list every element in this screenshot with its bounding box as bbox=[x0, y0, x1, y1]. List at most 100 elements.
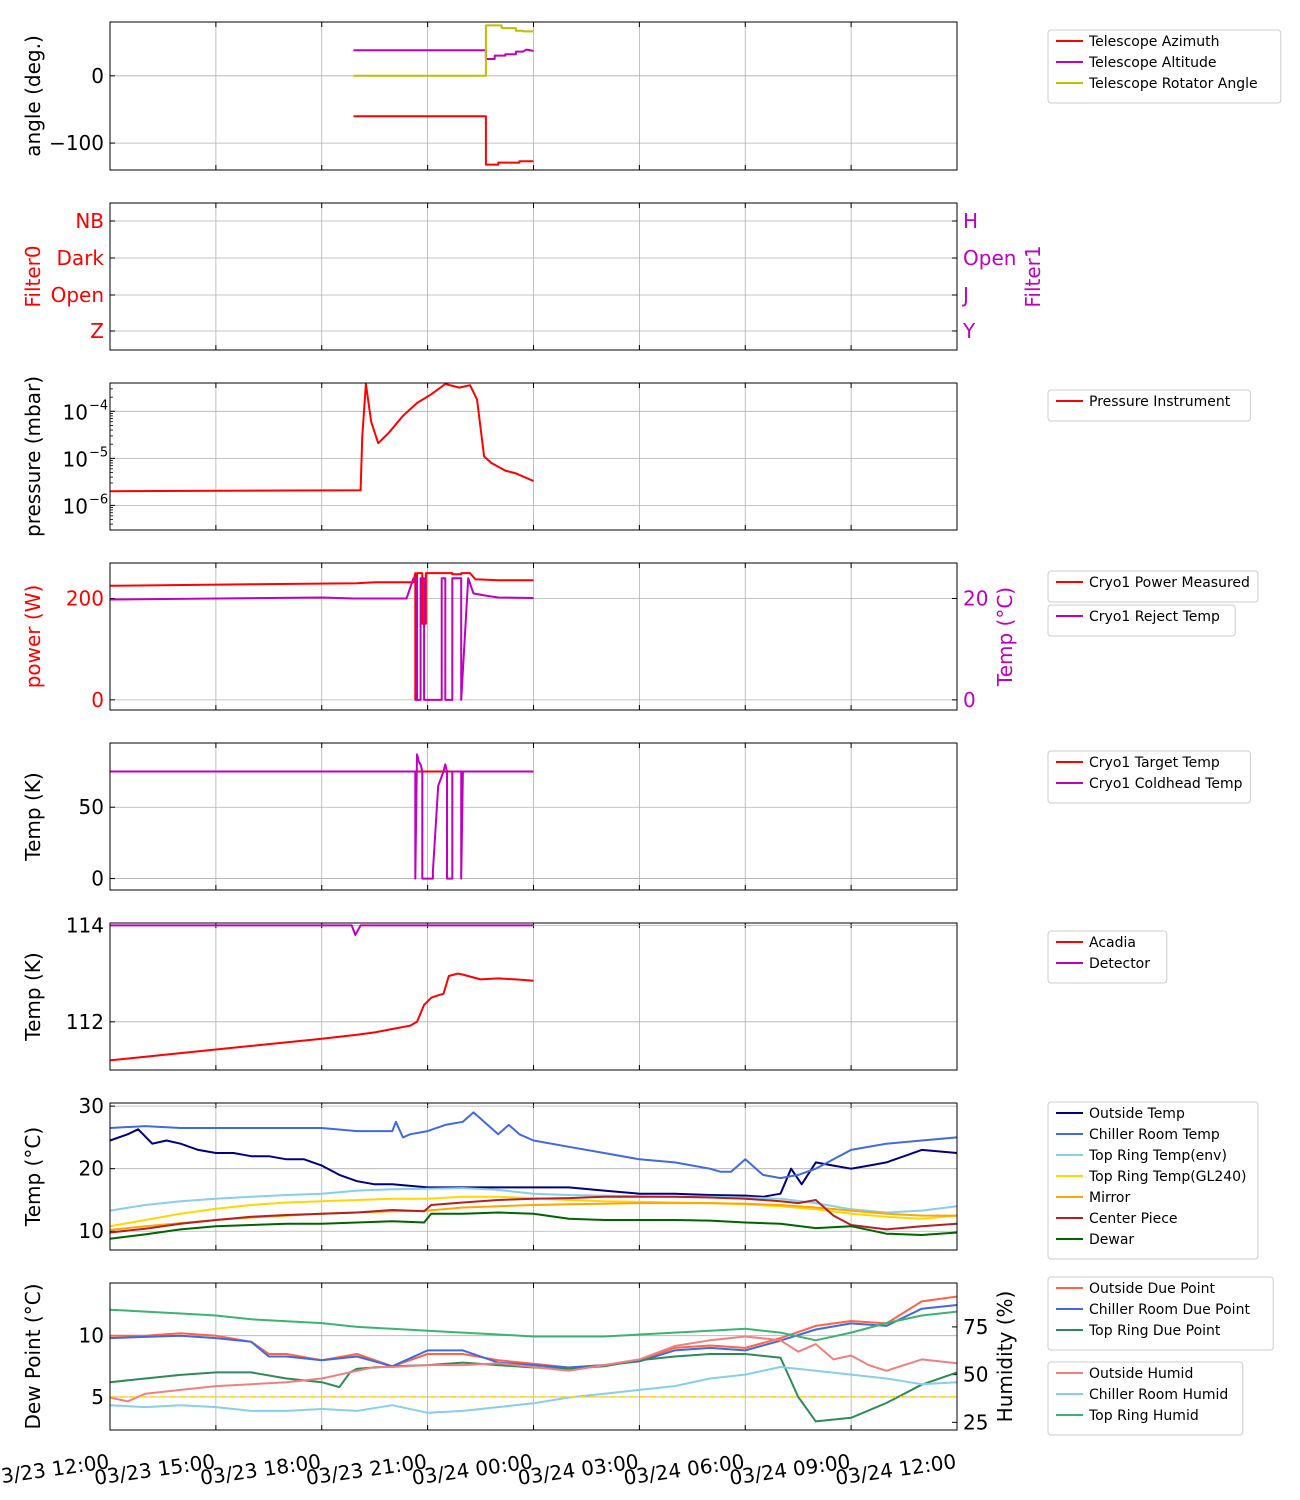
plot-frame bbox=[109, 21, 958, 171]
y-axis-label: angle (deg.) bbox=[21, 35, 45, 157]
y-tick-label: 10 bbox=[63, 400, 88, 424]
x-tick-label: 03/24 00:00 bbox=[410, 1449, 534, 1490]
legend-label: Top Ring Due Point bbox=[1088, 1323, 1221, 1339]
series-line bbox=[109, 1187, 958, 1214]
y-tick-exponent: −5 bbox=[89, 445, 108, 460]
plot-frame bbox=[109, 382, 958, 531]
legend-label: Detector bbox=[1089, 956, 1150, 972]
y-tick-label-right: 25 bbox=[963, 1410, 988, 1434]
x-tick-label: 03/24 06:00 bbox=[622, 1449, 746, 1490]
series-line bbox=[109, 383, 534, 493]
legend-box bbox=[1047, 1101, 1259, 1260]
y-tick-label-right: J bbox=[961, 283, 969, 307]
plot-frame bbox=[109, 562, 958, 711]
legend-label: Dewar bbox=[1089, 1232, 1134, 1248]
y-axis-label-right: Temp (°C) bbox=[993, 587, 1017, 687]
y-tick-label: Z bbox=[90, 319, 104, 343]
legend-box bbox=[1047, 930, 1168, 984]
series-line bbox=[109, 1366, 958, 1414]
y-tick-label: NB bbox=[75, 209, 104, 233]
y-tick-label: 30 bbox=[79, 1094, 104, 1118]
y-tick-label: 10 bbox=[79, 1324, 104, 1348]
y-tick-exponent: −4 bbox=[89, 398, 108, 413]
series-line bbox=[353, 24, 534, 77]
series-line bbox=[109, 1111, 958, 1180]
y-axis-label: power (W) bbox=[21, 585, 45, 689]
panel-2: NB H Dark Open Open J Z Y Filter0 Filter1 bbox=[21, 202, 1045, 351]
y-tick-label-right: 75 bbox=[963, 1315, 988, 1339]
y-tick-label: 0 bbox=[91, 64, 104, 88]
legend-label: Telescope Azimuth bbox=[1088, 34, 1219, 50]
legend-label: Top Ring Temp(env) bbox=[1088, 1148, 1227, 1164]
y-tick-label-right: 50 bbox=[963, 1363, 988, 1387]
y-tick-label: 200 bbox=[66, 586, 104, 610]
y-tick-label: 0 bbox=[91, 867, 104, 891]
y-tick-label: Open bbox=[51, 283, 104, 307]
series-line bbox=[109, 1308, 958, 1342]
y-tick-label: 114 bbox=[66, 913, 104, 937]
y-axis-label: Dew Point (°C) bbox=[21, 1283, 45, 1429]
y-axis-label: Temp (K) bbox=[21, 772, 45, 861]
series-line bbox=[110, 753, 534, 880]
x-tick-label: 03/23 18:00 bbox=[199, 1449, 323, 1490]
y-tick-exponent: −6 bbox=[89, 492, 108, 507]
x-tick-label: 03/23 15:00 bbox=[93, 1449, 217, 1490]
panel-8: 5 10 25 50 75 Dew Point (°C) Humidity (%) Outsi… bbox=[21, 1276, 1274, 1436]
legend-box bbox=[1047, 29, 1282, 104]
legend-label: Telescope Rotator Angle bbox=[1088, 76, 1258, 92]
plot-frame bbox=[109, 1282, 958, 1431]
legend-label: Top Ring Humid bbox=[1088, 1408, 1199, 1424]
y-tick-label: 0 bbox=[91, 688, 104, 712]
legend-box bbox=[1047, 604, 1236, 637]
y-tick-label: 10 bbox=[63, 494, 88, 518]
panel-4: 0 200 0 20 power (W) Temp (°C) Cryo1 Power Mea… bbox=[21, 562, 1259, 712]
y-tick-label: 10 bbox=[79, 1219, 104, 1243]
legend-label: Cryo1 Target Temp bbox=[1089, 755, 1220, 771]
plot-frame bbox=[109, 922, 958, 1071]
y-axis-label: Temp (K) bbox=[21, 952, 45, 1041]
x-tick-label: 03/24 09:00 bbox=[728, 1449, 852, 1490]
y-tick-label: 20 bbox=[79, 1157, 104, 1181]
y-tick-label: Dark bbox=[57, 246, 105, 270]
series-line bbox=[109, 1304, 958, 1369]
legend-box bbox=[1047, 1276, 1274, 1351]
series-line bbox=[109, 1211, 958, 1240]
legend-label: Acadia bbox=[1089, 935, 1136, 951]
series-line bbox=[109, 577, 534, 701]
series-line bbox=[109, 1195, 958, 1234]
y-axis-label-right: Filter1 bbox=[1021, 245, 1045, 307]
legend-box bbox=[1047, 750, 1251, 804]
y-tick-label: 10 bbox=[63, 447, 88, 471]
legend-label: Cryo1 Power Measured bbox=[1089, 575, 1250, 591]
y-tick-label: 112 bbox=[66, 1010, 104, 1034]
legend-label: Top Ring Temp(GL240) bbox=[1088, 1169, 1247, 1185]
y-tick-label-right: Y bbox=[962, 319, 976, 343]
legend-label: Outside Humid bbox=[1089, 1366, 1193, 1382]
legend-label: Pressure Instrument bbox=[1089, 394, 1231, 410]
series-line bbox=[353, 115, 534, 166]
x-tick-label: 03/24 03:00 bbox=[516, 1449, 640, 1490]
legend-label: Chiller Room Humid bbox=[1089, 1387, 1228, 1403]
y-axis-label: Temp (°C) bbox=[21, 1127, 45, 1227]
plot-frame bbox=[109, 202, 958, 351]
x-tick-label: 03/24 12:00 bbox=[834, 1449, 958, 1490]
legend-label: Telescope Altitude bbox=[1088, 55, 1217, 71]
series-line bbox=[109, 972, 534, 1062]
legend-label: Chiller Room Due Point bbox=[1089, 1302, 1250, 1318]
y-tick-label-right: H bbox=[963, 209, 978, 233]
y-axis-label: Filter0 bbox=[21, 245, 45, 307]
legend-box bbox=[1047, 570, 1259, 603]
panel-5: 0 50 Temp (K) Cryo1 Target Temp Cryo1 Coldhe… bbox=[21, 742, 1251, 891]
panel-7: 10 20 30 Temp (°C) Outside Temp Chiller Room … bbox=[21, 1094, 1259, 1260]
legend-label: Cryo1 Coldhead Temp bbox=[1089, 776, 1243, 792]
legend-box bbox=[1047, 1361, 1244, 1436]
y-tick-label: −100 bbox=[49, 131, 104, 155]
legend-label: Mirror bbox=[1089, 1190, 1130, 1206]
y-tick-label-right: 20 bbox=[963, 586, 988, 610]
series-line bbox=[353, 48, 534, 60]
y-axis-label: pressure (mbar) bbox=[21, 376, 45, 537]
plot-frame bbox=[109, 742, 958, 891]
y-tick-label-right: Open bbox=[963, 246, 1016, 270]
